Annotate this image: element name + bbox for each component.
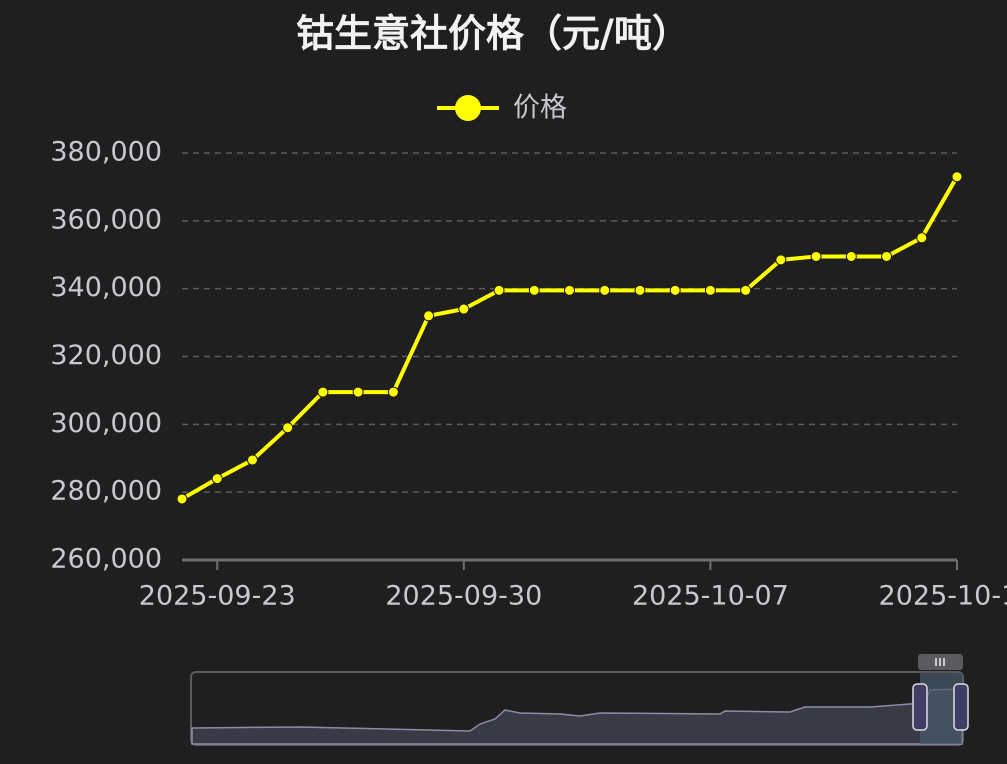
data-point	[493, 284, 505, 296]
y-tick-label: 340,000	[50, 272, 162, 303]
x-tick-label: 2025-09-30	[385, 581, 542, 612]
data-point	[740, 284, 752, 296]
data-point	[211, 473, 223, 485]
data-zoom-slider[interactable]	[190, 654, 969, 746]
data-point	[810, 250, 822, 262]
data-point	[634, 284, 646, 296]
legend-label: 价格	[513, 93, 567, 124]
data-point	[881, 250, 893, 262]
x-tick-label: 2025-10-14	[879, 581, 1007, 612]
data-point	[528, 284, 540, 296]
data-point	[317, 386, 329, 398]
handle-grip	[935, 658, 945, 666]
series-line	[180, 175, 959, 501]
data-point	[564, 284, 575, 296]
data-point	[387, 386, 399, 398]
data-point	[282, 422, 294, 434]
data-point	[704, 284, 716, 296]
data-point	[845, 250, 857, 262]
y-tick-label: 360,000	[50, 204, 162, 235]
x-tick-label: 2025-10-07	[632, 581, 789, 612]
y-tick-label: 320,000	[50, 340, 162, 371]
legend-item[interactable]: 价格	[437, 93, 567, 124]
chart-title: 钴生意社价格（元/吨）	[296, 12, 690, 56]
y-tick-label: 280,000	[50, 476, 162, 507]
data-point	[599, 284, 611, 296]
data-point	[423, 310, 435, 322]
slider-overview	[191, 688, 963, 745]
data-point	[246, 454, 258, 466]
data-point	[458, 303, 470, 315]
data-point	[916, 232, 928, 244]
x-tick-label: 2025-09-23	[139, 581, 296, 612]
legend-marker	[455, 95, 481, 121]
data-point	[176, 493, 188, 505]
data-point	[775, 254, 787, 266]
data-point	[951, 171, 963, 183]
y-tick-label: 260,000	[50, 544, 162, 575]
data-point	[352, 386, 364, 398]
data-point	[669, 284, 681, 296]
slider-handle-left[interactable]	[912, 683, 928, 731]
y-tick-label: 380,000	[50, 137, 162, 168]
y-tick-label: 300,000	[50, 408, 162, 439]
slider-handle-right[interactable]	[953, 683, 969, 731]
